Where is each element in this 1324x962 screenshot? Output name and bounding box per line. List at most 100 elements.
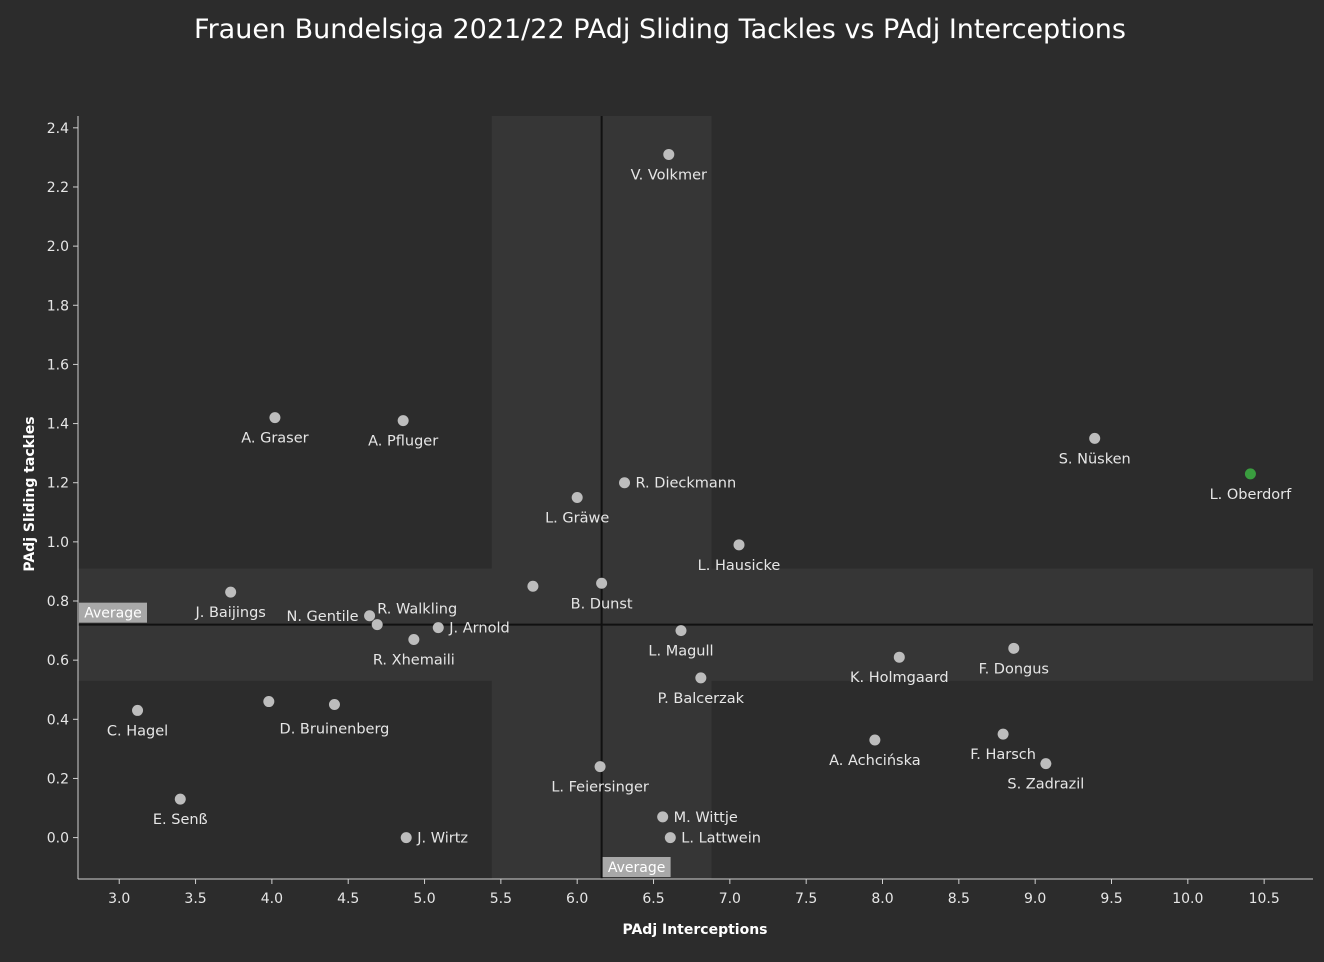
- y-tick-label: 0.8: [47, 594, 69, 610]
- y-tick-label: 2.4: [47, 121, 69, 137]
- scatter-point: [132, 704, 144, 716]
- scatter-point: [408, 633, 420, 645]
- chart-title: Frauen Bundelsiga 2021/22 PAdj Sliding T…: [194, 14, 1126, 45]
- x-tick-label: 9.5: [1100, 891, 1122, 907]
- scatter-point: [997, 728, 1009, 740]
- scatter-point: [364, 610, 376, 622]
- scatter-point: [397, 415, 409, 427]
- point-label: S. Zadrazil: [1007, 777, 1084, 793]
- point-label: E. Senß: [153, 812, 208, 828]
- x-tick-label: 7.0: [719, 891, 741, 907]
- scatter-point: [657, 811, 669, 823]
- x-tick-label: 3.5: [184, 891, 206, 907]
- point-label: L. Lattwein: [681, 831, 761, 847]
- point-label: A. Pfluger: [368, 434, 438, 450]
- scatter-point: [733, 539, 745, 551]
- x-tick-label: 10.0: [1172, 891, 1203, 907]
- y-average-label: Average: [79, 602, 147, 623]
- average-lines: [78, 116, 1313, 879]
- scatter-point: [269, 412, 281, 424]
- scatter-point: [225, 586, 237, 598]
- x-tick-label: 4.5: [337, 891, 359, 907]
- scatter-point: [869, 734, 881, 746]
- point-label: J. Wirtz: [416, 831, 468, 847]
- point-label: C. Hagel: [107, 723, 168, 739]
- point-label: J. Baijings: [194, 605, 265, 621]
- scatter-point: [664, 832, 676, 844]
- x-tick-label: 3.0: [108, 891, 130, 907]
- scatter-point: [527, 580, 539, 592]
- point-label: L. Feiersinger: [551, 780, 649, 796]
- x-tick-label: 5.0: [413, 891, 435, 907]
- x-axis-label: PAdj Interceptions: [623, 922, 768, 938]
- y-tick-label: 0.2: [47, 771, 69, 787]
- point-label: L. Gräwe: [545, 511, 609, 527]
- axes: 3.0 3.5 4.0 4.5 5.0 5.5 6.0 6.5 7.0 7.5 8.0 8.5 9.0 9…: [47, 116, 1313, 907]
- y-tick-label: 1.4: [47, 417, 69, 433]
- point-label: D. Bruinenberg: [280, 722, 390, 738]
- x-tick-label: 8.0: [871, 891, 893, 907]
- point-label: F. Harsch: [970, 747, 1036, 763]
- x-tick-label: 6.0: [566, 891, 588, 907]
- x-average-label: Average: [602, 857, 671, 877]
- point-label: K. Holmgaard: [850, 670, 949, 686]
- scatter-point: [619, 477, 631, 489]
- point-label: L. Magull: [648, 644, 713, 660]
- scatter-point: [263, 696, 275, 708]
- x-tick-label: 5.5: [490, 891, 512, 907]
- point-label: B. Dunst: [571, 596, 633, 612]
- scatter-point: [400, 832, 412, 844]
- scatter-point: [893, 651, 905, 663]
- scatter-point: [1008, 642, 1020, 654]
- y-tick-label: 0.6: [47, 653, 69, 669]
- scatter-point: [1040, 758, 1052, 770]
- y-tick-label: 0.0: [47, 831, 69, 847]
- point-label: R. Walkling: [377, 602, 457, 618]
- scatter-point: [675, 625, 687, 637]
- y-tick-label: 0.4: [47, 712, 69, 728]
- y-tick-label: 1.6: [47, 357, 69, 373]
- point-label: A. Graser: [241, 431, 308, 447]
- scatter-point: [1244, 468, 1256, 480]
- point-label: L. Hausicke: [698, 558, 781, 574]
- scatter-point: [663, 148, 675, 160]
- point-label: V. Volkmer: [631, 167, 707, 183]
- average-labels: Average Average: [79, 602, 671, 877]
- x-tick-label: 4.0: [261, 891, 283, 907]
- x-tick-label: 8.5: [948, 891, 970, 907]
- y-tick-label: 2.2: [47, 180, 69, 196]
- point-label: S. Nüsken: [1059, 451, 1131, 467]
- y-tick-label: 1.8: [47, 298, 69, 314]
- y-tick-label: 2.0: [47, 239, 69, 255]
- point-label: R. Xhemaili: [373, 652, 455, 668]
- scatter-point: [328, 699, 340, 711]
- x-tick-label: 10.5: [1249, 891, 1280, 907]
- scatter-point: [695, 672, 707, 684]
- point-label: L. Oberdorf: [1210, 487, 1293, 503]
- point-label: P. Balcerzak: [658, 691, 745, 707]
- scatter-point: [1089, 432, 1101, 444]
- x-tick-label: 7.5: [795, 891, 817, 907]
- y-axis-label: PAdj Sliding tackles: [22, 416, 38, 571]
- x-average-box: [602, 857, 671, 877]
- y-average-text: Average: [84, 606, 142, 622]
- scatter-point: [174, 793, 186, 805]
- scatter-point: [371, 619, 383, 631]
- point-label: M. Wittje: [674, 810, 738, 826]
- y-average-box: [79, 602, 147, 623]
- data-points: [132, 148, 1256, 844]
- point-label: F. Dongus: [979, 661, 1049, 677]
- x-tick-label: 9.0: [1024, 891, 1046, 907]
- scatter-point: [432, 622, 444, 634]
- point-labels: V. Volkmer A. Graser A. Pfluger S. Nüsken L.…: [107, 167, 1292, 846]
- scatter-point: [596, 577, 608, 589]
- point-label: J. Arnold: [448, 621, 509, 637]
- point-label: R. Dieckmann: [636, 476, 737, 492]
- y-tick-label: 1.2: [47, 476, 69, 492]
- scatter-point: [594, 761, 606, 773]
- y-tick-label: 1.0: [47, 535, 69, 551]
- x-average-text: Average: [608, 860, 666, 876]
- scatter-point: [571, 492, 583, 503]
- point-label: N. Gentile: [286, 609, 358, 625]
